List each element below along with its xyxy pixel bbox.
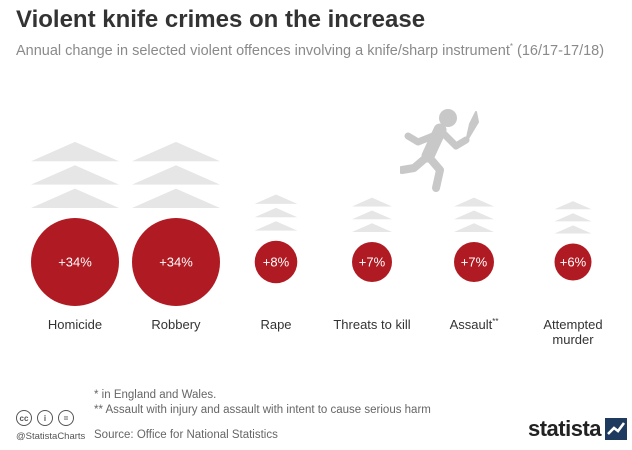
subtitle-text: Annual change in selected violent offenc… (16, 42, 510, 59)
increase-chevron (132, 141, 220, 162)
category-label: Homicide (48, 317, 102, 332)
bubble-value-label: +7% (359, 255, 386, 270)
bubble-2 (254, 240, 298, 284)
footnote-2: ** Assault with injury and assault with … (94, 404, 431, 416)
increase-chevron (31, 188, 119, 208)
footnote-1: * in England and Wales. (94, 389, 217, 401)
license-icons[interactable]: cc i = (16, 410, 74, 426)
bubble-4 (454, 242, 494, 282)
bubble-1 (132, 218, 220, 306)
increase-chevron (454, 197, 494, 207)
footnotes: * in England and Wales. ** Assault with … (94, 388, 431, 418)
bubble-value-label: +7% (461, 255, 488, 270)
brand-name: statista (528, 416, 602, 441)
increase-chevron (132, 188, 220, 208)
increase-chevron (554, 213, 592, 222)
source-note: Source: Office for National Statistics (94, 429, 278, 441)
bubble-value-label: +34% (58, 255, 92, 270)
category-label: Rape (260, 317, 291, 332)
chart-title: Violent knife crimes on the increase (16, 6, 426, 33)
increase-chevron (352, 210, 392, 220)
increase-chevron (254, 207, 298, 218)
increase-chevron (454, 223, 494, 233)
bubble-0 (31, 218, 119, 306)
increase-chevron (352, 197, 392, 207)
increase-chevron (254, 221, 298, 231)
increase-chevron (31, 165, 119, 185)
creative-commons-icon[interactable]: cc (16, 410, 32, 426)
increase-chevron (31, 141, 119, 162)
running-knife-figure-icon (400, 109, 479, 192)
category-label: Robbery (151, 317, 201, 332)
subtitle-footnote-mark: * (509, 42, 513, 51)
category-label: murder (552, 332, 594, 347)
increase-chevron (352, 223, 392, 233)
increase-chevron (554, 201, 592, 210)
increase-chevron (454, 210, 494, 220)
bubble-value-label: +6% (560, 255, 587, 270)
no-derivatives-icon[interactable]: = (58, 410, 74, 426)
increase-chevron (554, 225, 592, 234)
bubble-5 (554, 243, 592, 281)
increase-chevron (132, 165, 220, 185)
increase-chevron (254, 194, 298, 204)
category-label: Threats to kill (333, 317, 410, 332)
chart-subtitle: Annual change in selected violent offenc… (16, 42, 604, 59)
bubble-value-label: +34% (159, 255, 193, 270)
category-label: Assault** (450, 317, 499, 332)
bubble-3 (352, 242, 392, 282)
attribution-icon[interactable]: i (37, 410, 53, 426)
category-label: Attempted (543, 317, 602, 332)
twitter-handle[interactable]: @StatistaCharts (16, 431, 86, 442)
statista-logo[interactable]: statista (528, 416, 628, 442)
subtitle-period: (16/17-17/18) (512, 42, 605, 59)
bubble-value-label: +8% (263, 255, 290, 270)
statista-mark-icon (605, 418, 628, 440)
